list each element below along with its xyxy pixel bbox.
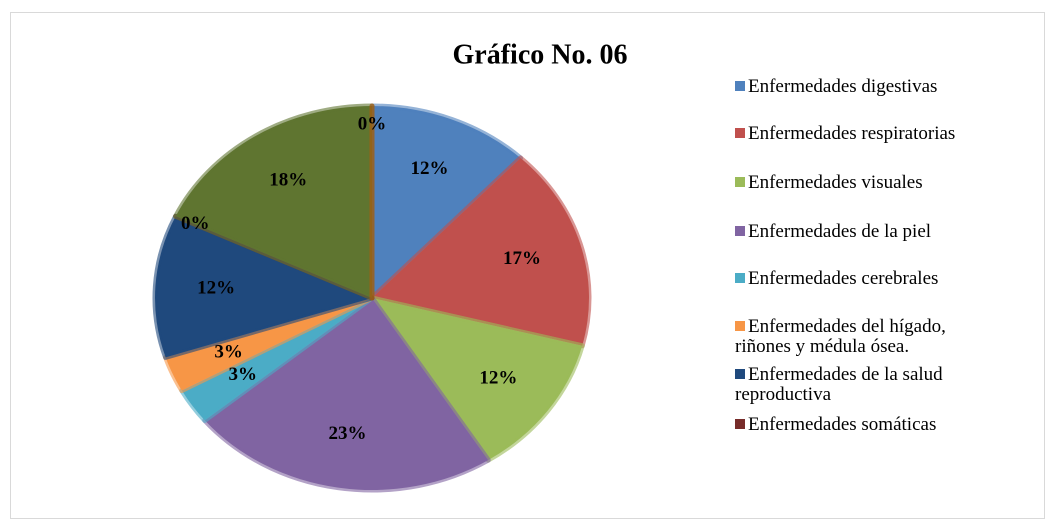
legend-swatch <box>735 226 745 236</box>
data-label: 0% <box>181 213 210 234</box>
legend-label: Enfermedades digestivas <box>748 76 938 97</box>
legend-label: Enfermedades del hígado, riñones y médul… <box>735 316 946 357</box>
data-label: 3% <box>214 341 243 362</box>
legend-label: Enfermedades de la salud reproductiva <box>735 364 943 405</box>
pie-slice <box>369 155 592 349</box>
legend-label: Enfermedades respiratorias <box>748 123 956 144</box>
data-label: 18% <box>269 170 307 191</box>
legend-swatch <box>735 273 745 283</box>
legend-entry: Enfermedades digestivas <box>735 77 1035 97</box>
legend-swatch <box>735 81 745 91</box>
chart-frame <box>10 12 1045 519</box>
data-label: 17% <box>503 248 541 269</box>
legend-label: Enfermedades somáticas <box>748 414 937 435</box>
pie-slice <box>202 295 491 493</box>
legend-label: Enfermedades de la piel <box>748 221 932 242</box>
legend-entry: Enfermedades de la piel <box>735 222 1035 242</box>
legend-swatch <box>735 177 745 187</box>
data-label: 3% <box>229 364 258 385</box>
data-label: 12% <box>411 158 449 179</box>
legend-entry: Enfermedades de la salud reproductiva <box>735 365 1005 405</box>
data-label: 12% <box>197 278 235 299</box>
legend-swatch <box>735 369 745 379</box>
legend-label: Enfermedades visuales <box>748 172 923 193</box>
legend-entry: Enfermedades del hígado, riñones y médul… <box>735 317 995 357</box>
legend-swatch <box>735 419 745 429</box>
data-label: 12% <box>479 368 517 389</box>
legend-entry: Enfermedades somáticas <box>735 415 1035 435</box>
data-label: 0% <box>358 114 387 135</box>
pie-slice <box>152 213 375 360</box>
legend-entry: Enfermedades cerebrales <box>735 269 1035 289</box>
legend-swatch <box>735 128 745 138</box>
data-label: 23% <box>329 423 367 444</box>
legend-entry: Enfermedades respiratorias <box>735 124 1035 144</box>
pie-slice <box>369 103 524 301</box>
legend-swatch <box>735 321 745 331</box>
legend-entry: Enfermedades visuales <box>735 173 1035 193</box>
chart-title: Gráfico No. 06 <box>453 39 628 70</box>
pie-slice <box>173 103 375 301</box>
legend-label: Enfermedades cerebrales <box>748 268 939 289</box>
pie-slice <box>369 295 585 463</box>
